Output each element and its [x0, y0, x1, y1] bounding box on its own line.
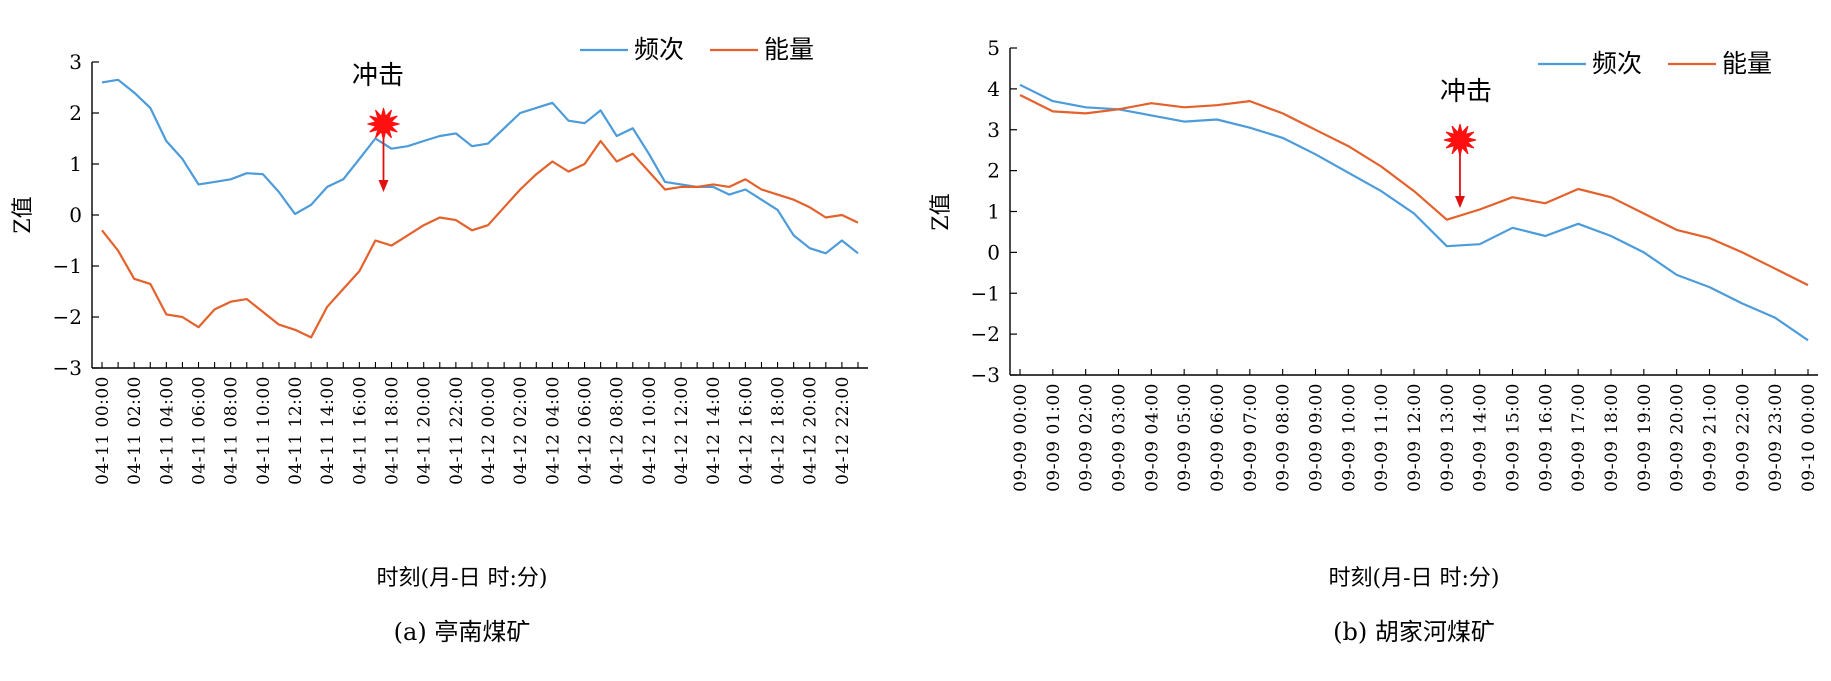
y-tick-label: −1 — [971, 281, 1000, 305]
x-tick-label: 09-09 10:00 — [1339, 383, 1359, 492]
x-tick-label: 09-09 12:00 — [1405, 383, 1425, 492]
chart-panel-b: −3 −2 −1 0 1 2 3 4 5 09-09 00:00 09-09 01:00 09-09 … — [929, 36, 1819, 646]
x-tick-label: 04-12 10:00 — [640, 376, 660, 485]
y-tick-label: −3 — [971, 363, 1000, 387]
impact-star-icon — [1443, 123, 1477, 157]
x-tick-label: 09-09 00:00 — [1011, 383, 1031, 492]
impact-label: 冲击 — [1440, 77, 1492, 107]
x-tick-label: 09-09 21:00 — [1701, 383, 1721, 492]
x-tick-label: 04-11 02:00 — [125, 376, 145, 485]
x-tick-label: 09-09 03:00 — [1110, 383, 1130, 492]
y-tick-label: 3 — [987, 118, 1000, 142]
x-axis-title: 时刻(月-日 时:分) — [1328, 566, 1499, 591]
x-tick-label: 04-12 04:00 — [543, 376, 563, 485]
y-tick-label: 0 — [987, 240, 1000, 264]
x-tick-label: 04-11 20:00 — [415, 376, 435, 485]
x-tick-label: 09-09 17:00 — [1569, 383, 1589, 492]
x-tick-label: 04-12 00:00 — [479, 376, 499, 485]
x-tick-label: 04-12 22:00 — [833, 376, 853, 485]
y-tick-label: 5 — [987, 36, 1000, 60]
legend-label: 频次 — [1592, 49, 1642, 78]
x-tick-label: 09-09 16:00 — [1536, 383, 1556, 492]
x-tick-label: 04-11 00:00 — [93, 376, 113, 485]
panel-caption: (a) 亭南煤矿 — [394, 618, 531, 646]
x-tick-label: 09-09 22:00 — [1733, 383, 1753, 492]
y-tick-label: 3 — [69, 50, 82, 74]
y-tick-label: −2 — [971, 322, 1000, 346]
series-line-frequency — [101, 78, 859, 255]
legend-label: 能量 — [764, 35, 814, 64]
x-axis-title: 时刻(月-日 时:分) — [376, 566, 547, 591]
x-tick-label: 04-12 12:00 — [672, 376, 692, 485]
y-tick-label: −2 — [53, 305, 82, 329]
x-tick-label: 09-09 07:00 — [1241, 383, 1261, 492]
x-tick-label: 09-09 04:00 — [1142, 383, 1162, 492]
panel-caption: (b) 胡家河煤矿 — [1333, 618, 1495, 646]
series-line-frequency — [1019, 83, 1809, 342]
y-tick-label: −3 — [53, 356, 82, 380]
y-tick-label: 0 — [69, 203, 82, 227]
impact-arrow-head — [1454, 196, 1465, 208]
y-tick-label: 2 — [69, 101, 82, 125]
x-tick-label: 04-11 22:00 — [447, 376, 467, 485]
x-tick-label: 04-12 14:00 — [704, 376, 724, 485]
legend-label: 能量 — [1722, 49, 1772, 78]
x-tick-label: 09-09 06:00 — [1208, 383, 1228, 492]
legend-label: 频次 — [634, 35, 684, 64]
x-tick-label: 04-11 04:00 — [157, 376, 177, 485]
x-tick-label: 09-09 19:00 — [1635, 383, 1655, 492]
x-tick-label: 09-09 14:00 — [1471, 383, 1491, 492]
x-tick-label: 09-09 09:00 — [1307, 383, 1327, 492]
x-tick-label: 09-09 02:00 — [1077, 383, 1097, 492]
y-tick-label: 2 — [987, 159, 1000, 183]
x-tick-label: 09-09 15:00 — [1504, 383, 1524, 492]
x-tick-label: 04-11 14:00 — [318, 376, 338, 485]
y-tick-label: 1 — [69, 152, 82, 176]
chart-panel-a: −3 −2 −1 0 1 2 3 04-11 00:00 04-11 02:00 04-11 04… — [11, 35, 868, 646]
x-tick-label: 09-09 11:00 — [1372, 383, 1392, 492]
x-tick-label: 04-12 02:00 — [511, 376, 531, 485]
x-tick-label: 09-09 20:00 — [1668, 383, 1688, 492]
x-tick-label: 04-11 12:00 — [286, 376, 306, 485]
x-tick-label: 04-12 06:00 — [576, 376, 596, 485]
y-tick-label: 1 — [987, 200, 1000, 224]
y-axis-title: Z值 — [11, 196, 36, 233]
x-tick-label: 09-09 05:00 — [1175, 383, 1195, 492]
x-tick-label: 04-11 08:00 — [222, 376, 242, 485]
x-tick-label: 04-12 08:00 — [608, 376, 628, 485]
x-tick-label: 09-10 00:00 — [1799, 383, 1819, 492]
y-axis-title: Z值 — [929, 193, 954, 230]
y-tick-label: −1 — [53, 254, 82, 278]
impact-label: 冲击 — [352, 61, 404, 91]
impact-star-icon — [367, 107, 400, 141]
x-tick-label: 09-09 18:00 — [1602, 383, 1622, 492]
x-tick-label: 04-11 18:00 — [383, 376, 403, 485]
x-tick-label: 04-12 20:00 — [801, 376, 821, 485]
impact-arrow-head — [378, 180, 389, 192]
series-line-energy — [1019, 94, 1809, 287]
x-tick-label: 04-11 16:00 — [350, 376, 370, 485]
x-tick-label: 04-11 10:00 — [254, 376, 274, 485]
x-tick-label: 09-09 01:00 — [1044, 383, 1064, 492]
x-tick-label: 04-12 18:00 — [769, 376, 789, 485]
x-tick-label: 04-11 06:00 — [190, 376, 210, 485]
x-tick-label: 09-09 23:00 — [1766, 383, 1786, 492]
x-tick-label: 04-12 16:00 — [736, 376, 756, 485]
y-tick-label: 4 — [987, 77, 1000, 101]
x-tick-label: 09-09 13:00 — [1438, 383, 1458, 492]
x-tick-label: 09-09 08:00 — [1274, 383, 1294, 492]
series-line-energy — [101, 139, 859, 339]
